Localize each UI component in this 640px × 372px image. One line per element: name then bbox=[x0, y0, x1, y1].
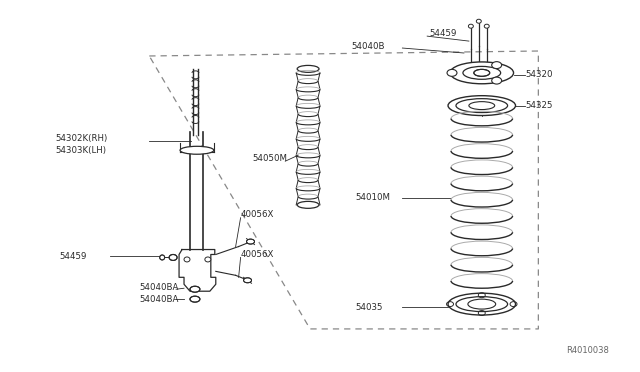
Text: 54459: 54459 bbox=[429, 29, 456, 38]
Ellipse shape bbox=[447, 69, 457, 76]
Ellipse shape bbox=[190, 296, 200, 302]
Text: 54040BA: 54040BA bbox=[140, 295, 179, 304]
Ellipse shape bbox=[246, 239, 255, 244]
Text: 54050M: 54050M bbox=[253, 154, 287, 163]
Ellipse shape bbox=[468, 24, 474, 28]
Text: 54303K(LH): 54303K(LH) bbox=[55, 146, 106, 155]
Ellipse shape bbox=[492, 62, 502, 68]
Ellipse shape bbox=[244, 278, 252, 283]
Ellipse shape bbox=[492, 77, 502, 84]
Ellipse shape bbox=[184, 257, 190, 262]
Ellipse shape bbox=[448, 96, 516, 116]
Ellipse shape bbox=[180, 146, 214, 154]
Text: 54302K(RH): 54302K(RH) bbox=[55, 134, 108, 143]
Ellipse shape bbox=[476, 19, 481, 23]
Ellipse shape bbox=[297, 201, 319, 208]
Ellipse shape bbox=[450, 62, 513, 84]
Text: 40056X: 40056X bbox=[241, 250, 274, 259]
Text: R4010038: R4010038 bbox=[566, 346, 609, 355]
Text: 54459: 54459 bbox=[59, 252, 86, 261]
Text: 40056X: 40056X bbox=[241, 210, 274, 219]
Ellipse shape bbox=[468, 299, 495, 309]
Text: 54040B: 54040B bbox=[352, 42, 385, 51]
Ellipse shape bbox=[448, 293, 516, 315]
Ellipse shape bbox=[456, 99, 508, 113]
Text: 54320: 54320 bbox=[525, 70, 553, 79]
Text: 54040BA: 54040BA bbox=[140, 283, 179, 292]
Ellipse shape bbox=[205, 257, 211, 262]
Ellipse shape bbox=[169, 254, 177, 260]
Ellipse shape bbox=[469, 102, 495, 110]
Ellipse shape bbox=[484, 24, 489, 28]
Ellipse shape bbox=[456, 296, 508, 312]
Ellipse shape bbox=[160, 255, 164, 260]
Text: 54010M: 54010M bbox=[356, 193, 391, 202]
Text: 54035: 54035 bbox=[356, 302, 383, 312]
Ellipse shape bbox=[463, 66, 500, 79]
Ellipse shape bbox=[297, 65, 319, 73]
Text: 54325: 54325 bbox=[525, 101, 553, 110]
Ellipse shape bbox=[474, 69, 490, 76]
Ellipse shape bbox=[190, 286, 200, 292]
